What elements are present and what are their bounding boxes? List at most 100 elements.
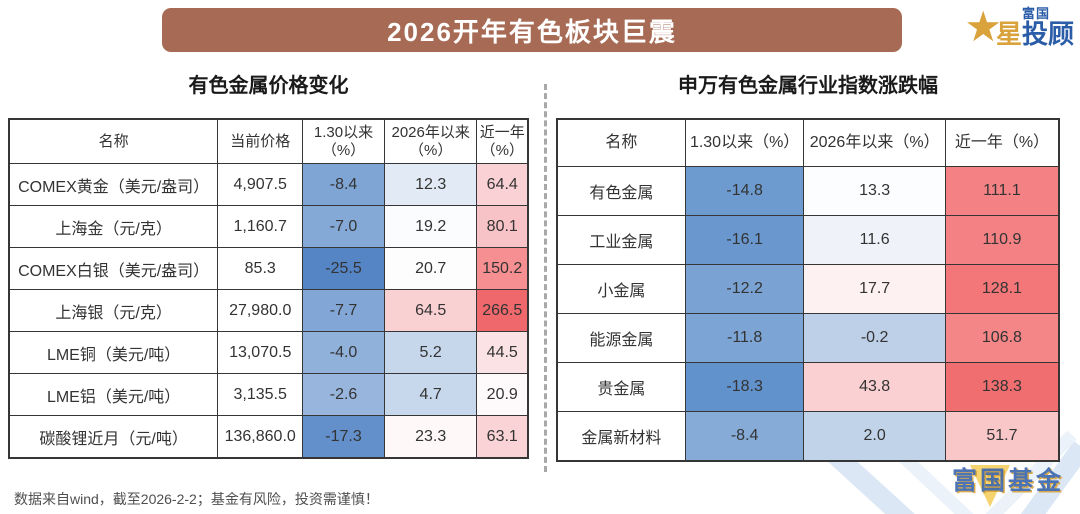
heat-cell: -14.8 <box>684 166 805 216</box>
heat-cell: 23.3 <box>383 415 478 459</box>
brand-rest-label: 投顾 <box>1021 19 1074 49</box>
heat-cell: 150.2 <box>476 247 529 290</box>
heat-cell: -0.2 <box>803 313 946 363</box>
heat-cell: 110.9 <box>944 215 1060 265</box>
text-cell: 85.3 <box>217 247 304 290</box>
page-title: 2026开年有色板块巨震 <box>387 16 677 47</box>
column-header: 1.30以来（%） <box>684 118 805 167</box>
column-header: 2026年以来（%） <box>803 118 946 167</box>
industry-index-table: 名称 1.30以来（%） 2026年以来（%） 近一年（%） 有色金属 -14.8 13.3… <box>556 118 1060 462</box>
heat-cell: 64.5 <box>383 289 478 332</box>
star-icon: ★ <box>964 3 1002 50</box>
footer-disclaimer: 数据来自wind，截至2026-2-2；基金有风险，投资需谨慎！ <box>14 491 379 507</box>
watermark-brand-text: 富国基金 <box>951 467 1064 495</box>
heat-cell: 20.9 <box>476 373 529 416</box>
header-row: 名称 1.30以来（%） 2026年以来（%） 近一年（%） <box>556 118 1060 167</box>
heat-cell: 20.7 <box>383 247 478 290</box>
table-row: 能源金属 -11.8 -0.2 106.8 <box>556 313 1060 363</box>
column-header: 名称 <box>8 118 219 164</box>
heat-cell: -17.3 <box>302 415 385 459</box>
heat-cell: 12.3 <box>383 163 478 206</box>
metal-price-table: 名称 当前价格 1.30以来（%） 2026年以来（%） 近一年（%） COMEX黄金（美… <box>8 118 529 459</box>
heat-cell: 128.1 <box>944 264 1060 314</box>
heat-cell: -11.8 <box>684 313 805 363</box>
text-cell: 27,980.0 <box>217 289 304 332</box>
table-row: LME铜（美元/吨） 13,070.5 -4.0 5.2 44.5 <box>8 331 529 374</box>
heat-cell: 19.2 <box>383 205 478 248</box>
heat-cell: 44.5 <box>476 331 529 374</box>
heat-cell: -12.2 <box>684 264 805 314</box>
metal-price-panel: 有色金属价格变化 名称 当前价格 1.30以来（%） 2026年以来（%） 近一年（%）… <box>8 72 529 459</box>
heat-cell: 111.1 <box>944 166 1060 216</box>
table-row: 上海银（元/克） 27,980.0 -7.7 64.5 266.5 <box>8 289 529 332</box>
column-header: 名称 <box>556 118 686 167</box>
text-cell: COMEX白银（美元/盎司） <box>8 247 219 290</box>
heat-cell: 51.7 <box>944 411 1060 462</box>
column-header: 1.30以来（%） <box>302 118 385 164</box>
heat-cell: -25.5 <box>302 247 385 290</box>
text-cell: 有色金属 <box>556 166 686 216</box>
heat-cell: 4.7 <box>383 373 478 416</box>
heat-cell: -18.3 <box>684 362 805 412</box>
column-header: 当前价格 <box>217 118 304 164</box>
heat-cell: 17.7 <box>803 264 946 314</box>
table-row: COMEX白银（美元/盎司） 85.3 -25.5 20.7 150.2 <box>8 247 529 290</box>
text-cell: 4,907.5 <box>217 163 304 206</box>
table-row: 小金属 -12.2 17.7 128.1 <box>556 264 1060 314</box>
header-row: 名称 当前价格 1.30以来（%） 2026年以来（%） 近一年（%） <box>8 118 529 164</box>
text-cell: 上海银（元/克） <box>8 289 219 332</box>
heat-cell: -4.0 <box>302 331 385 374</box>
heat-cell: -7.7 <box>302 289 385 332</box>
table-row: 碳酸锂近月（元/吨） 136,860.0 -17.3 23.3 63.1 <box>8 415 529 459</box>
heat-cell: 63.1 <box>476 415 529 459</box>
right-table-title: 申万有色金属行业指数涨跌幅 <box>678 75 938 97</box>
heat-cell: -7.0 <box>302 205 385 248</box>
column-header: 2026年以来（%） <box>383 118 478 164</box>
text-cell: 13,070.5 <box>217 331 304 374</box>
table-row: 工业金属 -16.1 11.6 110.9 <box>556 215 1060 265</box>
text-cell: LME铝（美元/吨） <box>8 373 219 416</box>
heat-cell: 2.0 <box>803 411 946 462</box>
table-row: 贵金属 -18.3 43.8 138.3 <box>556 362 1060 412</box>
text-cell: 3,135.5 <box>217 373 304 416</box>
table-row: 有色金属 -14.8 13.3 111.1 <box>556 166 1060 216</box>
heat-cell: -16.1 <box>684 215 805 265</box>
text-cell: 碳酸锂近月（元/吨） <box>8 415 219 459</box>
heat-cell: 5.2 <box>383 331 478 374</box>
industry-index-panel: 申万有色金属行业指数涨跌幅 名称 1.30以来（%） 2026年以来（%） 近一年（%… <box>556 72 1060 462</box>
heat-cell: -8.4 <box>302 163 385 206</box>
text-cell: 金属新材料 <box>556 411 686 462</box>
table-row: 上海金（元/克） 1,160.7 -7.0 19.2 80.1 <box>8 205 529 248</box>
column-header: 近一年（%） <box>476 118 529 164</box>
column-header: 近一年（%） <box>944 118 1060 167</box>
text-cell: 136,860.0 <box>217 415 304 459</box>
vertical-dashed-divider <box>544 84 547 472</box>
heat-cell: 64.4 <box>476 163 529 206</box>
text-cell: 上海金（元/克） <box>8 205 219 248</box>
heat-cell: 11.6 <box>803 215 946 265</box>
table-row: 金属新材料 -8.4 2.0 51.7 <box>556 411 1060 462</box>
text-cell: 工业金属 <box>556 215 686 265</box>
brand-top-label: 富国 <box>1021 6 1050 21</box>
left-table-title: 有色金属价格变化 <box>188 75 349 97</box>
brand-logo: ★ 富国 星 投顾 <box>964 6 1074 48</box>
heat-cell: -8.4 <box>684 411 805 462</box>
text-cell: 贵金属 <box>556 362 686 412</box>
table-row: COMEX黄金（美元/盎司） 4,907.5 -8.4 12.3 64.4 <box>8 163 529 206</box>
heat-cell: -2.6 <box>302 373 385 416</box>
text-cell: 能源金属 <box>556 313 686 363</box>
text-cell: COMEX黄金（美元/盎司） <box>8 163 219 206</box>
watermark-chevron-graphic <box>820 428 1080 514</box>
heat-cell: 266.5 <box>476 289 529 332</box>
text-cell: 1,160.7 <box>217 205 304 248</box>
table-row: LME铝（美元/吨） 3,135.5 -2.6 4.7 20.9 <box>8 373 529 416</box>
text-cell: LME铜（美元/吨） <box>8 331 219 374</box>
heat-cell: 80.1 <box>476 205 529 248</box>
heat-cell: 106.8 <box>944 313 1060 363</box>
heat-cell: 13.3 <box>803 166 946 216</box>
heat-cell: 43.8 <box>803 362 946 412</box>
heat-cell: 138.3 <box>944 362 1060 412</box>
brand-star-char: 星 <box>995 19 1022 49</box>
title-banner: 2026开年有色板块巨震 <box>162 8 902 52</box>
text-cell: 小金属 <box>556 264 686 314</box>
